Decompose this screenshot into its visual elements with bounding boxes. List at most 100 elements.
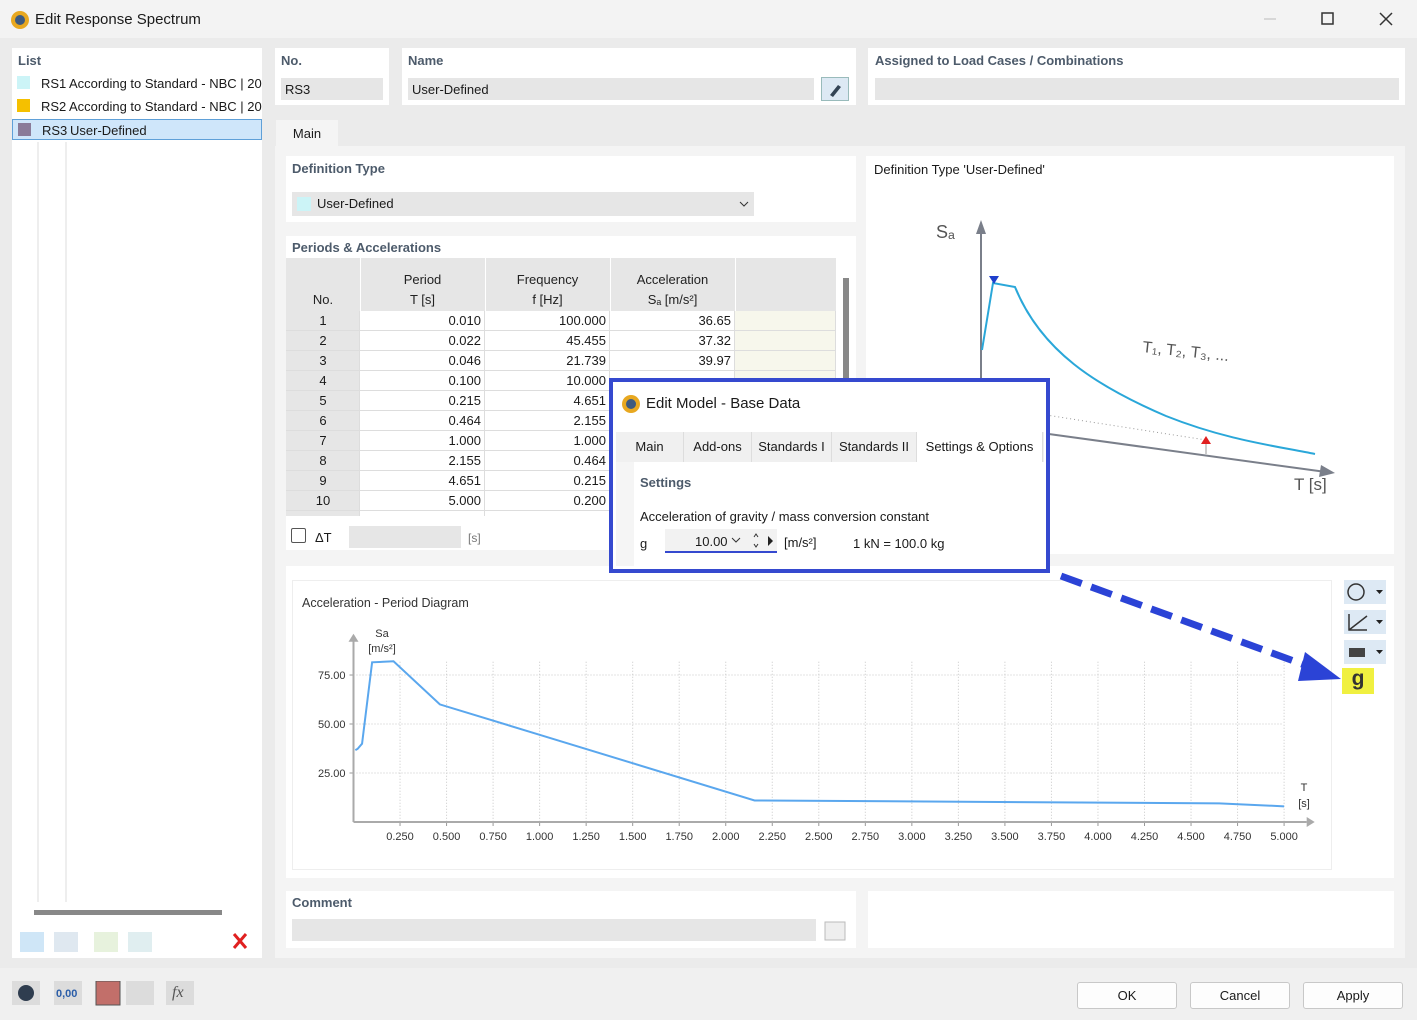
table-value: 2.155 [448, 453, 481, 468]
list-item-label: According to Standard - NBC | 20 [69, 76, 262, 91]
table-value: 39.97 [698, 353, 731, 368]
table-cell [286, 491, 360, 511]
gravity-button[interactable]: g [1342, 668, 1374, 694]
window-title: Edit Response Spectrum [35, 11, 201, 28]
preview-title: Definition Type 'User-Defined' [874, 162, 1045, 177]
diagram-toolbar[interactable] [1343, 578, 1389, 668]
list-panel: List RS1 According to Standard - NBC | 20… [12, 48, 262, 958]
row-number: 2 [319, 333, 327, 348]
table-value: 100.000 [559, 313, 606, 328]
table-cell [286, 411, 360, 431]
row-number: 5 [319, 393, 327, 408]
table-value: 0.215 [448, 393, 481, 408]
table-cell [360, 331, 485, 351]
preview-periods-label: T₁, T₂, T₃, ... [1142, 339, 1230, 365]
table-cell [360, 311, 485, 331]
ok-button[interactable]: OK [1077, 982, 1177, 1009]
window-controls[interactable] [1255, 4, 1415, 34]
dialog-title: Edit Model - Base Data [646, 395, 801, 412]
tab[interactable]: Main [276, 120, 338, 147]
column-divider [610, 258, 611, 311]
dialog-tab[interactable]: Settings & Options [917, 432, 1043, 462]
table-cell [286, 331, 360, 351]
dialog-icon [622, 395, 640, 413]
units-icon-text: 0,00 [56, 988, 78, 1000]
list-item-id: RS2 [41, 99, 67, 114]
table-value: 0.022 [448, 333, 481, 348]
dropdown-arrow [739, 201, 749, 207]
table-cell [610, 351, 735, 371]
table-cell [735, 331, 836, 351]
edit-name-button[interactable] [821, 77, 849, 101]
delta-label: ΔT [315, 530, 332, 545]
table-value: 10.000 [566, 373, 606, 388]
gravity-spin[interactable] [730, 532, 780, 550]
gravity-description: Acceleration of gravity / mass conversio… [640, 509, 930, 524]
table-value: 1.000 [448, 433, 481, 448]
dialog-tab[interactable]: Standards I [752, 432, 832, 462]
table-cell [735, 311, 836, 331]
dialog-tab[interactable]: Standards II [832, 432, 917, 462]
periods-title: Periods & Accelerations [292, 240, 442, 255]
column-header: f [Hz] [532, 292, 563, 307]
row-number: 1 [319, 313, 327, 328]
row-number: 7 [319, 433, 327, 448]
bottom-icons[interactable] [12, 981, 212, 1007]
assigned-field[interactable] [875, 78, 1399, 100]
comment-label: Comment [292, 895, 352, 910]
name-field[interactable]: User-Defined [408, 78, 814, 100]
table-cell [286, 391, 360, 411]
list-item-label: User-Defined [70, 123, 147, 138]
table-value: 0.010 [448, 313, 481, 328]
table-value: 45.455 [566, 333, 606, 348]
no-label: No. [281, 53, 302, 68]
column-header: Sₐ [m/s²] [647, 292, 698, 307]
table-cell [610, 311, 735, 331]
apply-button[interactable]: Apply [1303, 982, 1403, 1009]
comment-button[interactable] [822, 919, 848, 943]
table-value: 36.65 [698, 313, 731, 328]
table-cell [485, 331, 610, 351]
list-header: List [18, 53, 42, 68]
table-cell [360, 391, 485, 411]
hint-arrow [1059, 572, 1341, 681]
definition-dropdown[interactable]: User-Defined [292, 192, 754, 216]
fx-icon-text: fx [172, 984, 184, 1001]
dialog-tab[interactable]: Main [616, 432, 684, 462]
comment-field[interactable] [292, 919, 816, 941]
row-number: 9 [319, 473, 327, 488]
table-cell [286, 471, 360, 491]
no-field[interactable]: RS3 [281, 78, 383, 100]
list-items: RS1 According to Standard - NBC | 20 RS2 Ac… [12, 73, 262, 143]
table-cell [735, 351, 836, 371]
bottom-bar: 0,00 fx OK Cancel Apply [0, 968, 1417, 1020]
settings-label: Settings [640, 475, 692, 490]
column-header: Acceleration [636, 272, 709, 287]
table-cell [610, 331, 735, 351]
table-value: 0.100 [448, 373, 481, 388]
list-item-color [17, 99, 30, 112]
table-cell [286, 371, 360, 391]
table-cell [286, 511, 360, 516]
assigned-panel: Assigned to Load Cases / Combinations [868, 48, 1405, 105]
preview-graphic: Sₐ T₁, T₂, T₃, ... T [s] [936, 220, 1335, 494]
list-item-color [17, 76, 30, 89]
table-value: 4.651 [573, 393, 606, 408]
definition-panel: Definition Type User-Defined [286, 156, 856, 222]
gravity-field[interactable]: 10.00 [665, 529, 777, 553]
dialog-tab[interactable]: Add-ons [684, 432, 752, 462]
table-value: 21.739 [566, 353, 606, 368]
cancel-button[interactable]: Cancel [1190, 982, 1290, 1009]
column-divider [735, 258, 736, 311]
delta-checkbox[interactable] [291, 528, 306, 543]
table-cell [360, 351, 485, 371]
row-number: 4 [319, 373, 327, 388]
list-item[interactable]: RS1 According to Standard - NBC | 20 [12, 73, 262, 94]
comment-panel: Comment [286, 891, 856, 948]
list-item[interactable]: RS3 User-Defined [12, 119, 262, 140]
table-value: 4.651 [448, 473, 481, 488]
list-item[interactable]: RS2 According to Standard - NBC | 20 [12, 96, 262, 117]
row-number: 8 [319, 453, 327, 468]
table-cell [485, 311, 610, 331]
delta-field[interactable] [349, 526, 461, 548]
